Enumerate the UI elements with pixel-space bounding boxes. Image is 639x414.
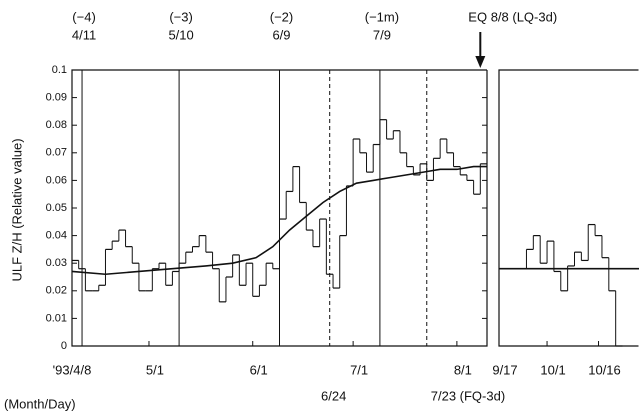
- marker-label: 7/9: [373, 27, 391, 42]
- y-tick-label: 0.09: [46, 92, 67, 104]
- y-tick-label: 0.05: [46, 202, 67, 214]
- marker-label: (−2): [270, 9, 293, 24]
- x-tick-label: 9/17: [492, 362, 517, 377]
- x-tick-label: 10/16: [588, 362, 621, 377]
- x-axis-label: (Month/Day): [4, 396, 76, 411]
- y-tick-label: 0.01: [46, 312, 67, 324]
- y-tick-label: 0.07: [46, 147, 67, 159]
- marker-bottom-label: 6/24: [321, 388, 346, 403]
- marker-label: (−4): [72, 9, 95, 24]
- y-tick-label: 0.02: [46, 285, 67, 297]
- marker-label: 4/11: [72, 27, 96, 42]
- y-tick-label: 0: [61, 340, 67, 352]
- event-label: EQ 8/8 (LQ-3d): [468, 9, 557, 24]
- marker-label: 6/9: [272, 27, 290, 42]
- marker-label: 5/10: [168, 27, 193, 42]
- x-tick-label: 7/1: [350, 362, 368, 377]
- y-tick-label: 0.06: [46, 174, 67, 186]
- marker-label: (−1m): [365, 9, 399, 24]
- x-tick-label: 5/1: [146, 362, 164, 377]
- y-tick-label: 0.08: [46, 119, 67, 131]
- marker-bottom-label: 7/23 (FQ-3d): [431, 388, 505, 403]
- plot-frame: [498, 69, 639, 347]
- x-tick-label: '93/4/8: [53, 362, 92, 377]
- y-axis-label: ULF Z/H (Relative value): [9, 138, 24, 281]
- marker-label: (−3): [169, 9, 192, 24]
- y-tick-label: 0.1: [52, 64, 67, 76]
- x-tick-label: 8/1: [454, 362, 472, 377]
- y-tick-label: 0.04: [46, 230, 67, 242]
- trend-line: [71, 165, 487, 276]
- y-tick-label: 0.03: [46, 257, 67, 269]
- event-arrowhead: [475, 56, 486, 68]
- x-tick-label: 6/1: [250, 362, 268, 377]
- x-tick-label: 10/1: [540, 362, 565, 377]
